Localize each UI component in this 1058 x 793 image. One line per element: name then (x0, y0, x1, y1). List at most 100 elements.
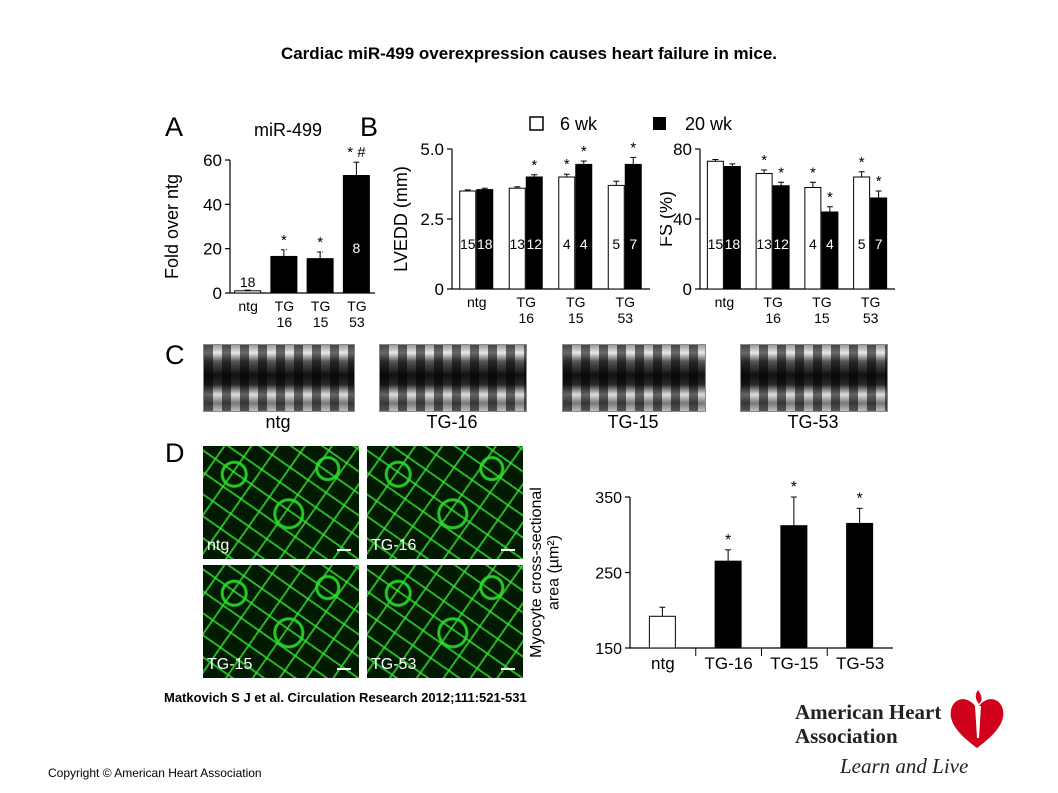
bar (234, 290, 262, 294)
n-label: 5 (858, 236, 866, 252)
y-tick-label: 250 (595, 566, 622, 583)
bar (575, 163, 593, 290)
n-label: 12 (526, 236, 542, 252)
significance-mark: * (725, 532, 731, 549)
category-label: TG (275, 298, 294, 314)
significance-mark: * (857, 490, 863, 507)
bar (648, 615, 676, 649)
scale-bar (337, 549, 351, 551)
micrograph-label-tg15: TG-15 (207, 656, 253, 673)
y-axis-label: LVEDD (mm) (391, 166, 411, 272)
y-tick-label: 40 (203, 195, 222, 214)
bar (306, 258, 334, 294)
significance-mark: * (630, 139, 636, 156)
category-label: ntg (651, 654, 675, 673)
chart-d-myocyte-area: 150 250 350 Myocyte cross-sectional area (µm… (528, 479, 893, 673)
category-label: 16 (518, 310, 534, 326)
legend: 6 wk 20 wk (529, 114, 733, 134)
y-axis-label: Myocyte cross-sectional (528, 487, 545, 658)
y-tick-label: 20 (203, 240, 222, 259)
significance-mark: * (531, 157, 537, 174)
n-label: 13 (756, 236, 772, 252)
logo-tagline: Learn and Live (840, 754, 969, 778)
bar (755, 173, 773, 290)
category-label: 53 (863, 310, 879, 326)
significance-mark: * (581, 143, 587, 160)
bar (476, 189, 494, 290)
y-tick-label: 60 (203, 151, 222, 170)
micrograph-tg15: TG-15 (203, 565, 359, 678)
significance-mark: * (778, 164, 784, 181)
n-label: 4 (563, 236, 571, 252)
y-tick-label: 40 (673, 210, 692, 229)
micrograph-tg53: TG-53 (367, 565, 523, 678)
category-label: TG-15 (770, 654, 818, 673)
legend-filled-label: 20 wk (685, 114, 733, 134)
bar (558, 176, 576, 290)
n-label: 15 (708, 236, 724, 252)
y-tick-label: 5.0 (420, 140, 444, 159)
significance-mark: * (317, 234, 323, 251)
echo-image-tg53 (740, 344, 888, 412)
scale-bar (501, 549, 515, 551)
n-label: 13 (509, 236, 525, 252)
y-axis-label: Fold over ntg (162, 174, 182, 279)
bar (853, 176, 871, 290)
category-label: TG (616, 294, 635, 310)
bar (846, 522, 874, 649)
legend-open-swatch (529, 116, 544, 131)
category-label: TG-16 (705, 654, 753, 673)
significance-mark: * (827, 189, 833, 206)
echo-label-tg15: TG-15 (607, 412, 659, 432)
category-label: ntg (715, 294, 734, 310)
y-tick-label: 350 (595, 490, 622, 507)
aha-logo: American Heart Association Learn and Liv… (795, 690, 1015, 780)
category-label: 16 (765, 310, 781, 326)
logo-line-2: Association (795, 724, 898, 748)
y-tick-label: 0 (683, 280, 692, 299)
echo-image-ntg (203, 344, 355, 412)
bar (525, 176, 543, 290)
logo-line-1: American Heart (795, 700, 942, 724)
bar (270, 255, 298, 294)
micrograph-ntg: ntg (203, 446, 359, 559)
bar (723, 166, 741, 290)
scale-bar (337, 668, 351, 670)
scale-bar (501, 668, 515, 670)
significance-mark: * (281, 232, 287, 249)
copyright: Copyright © American Heart Association (48, 766, 262, 780)
y-tick-label: 0 (213, 284, 222, 303)
category-label: TG (861, 294, 880, 310)
legend-open-label: 6 wk (560, 114, 598, 134)
category-label: ntg (238, 298, 257, 314)
category-label: TG-53 (836, 654, 884, 673)
echo-label-tg53: TG-53 (787, 412, 839, 432)
legend-filled-swatch (653, 117, 666, 130)
micrograph-tg16: TG-16 (367, 446, 523, 559)
bar (780, 525, 808, 649)
category-label: 53 (349, 314, 365, 330)
category-label: TG (812, 294, 831, 310)
y-tick-label: 0 (435, 280, 444, 299)
category-label: 15 (313, 314, 329, 330)
n-label: 4 (826, 236, 834, 252)
echo-image-tg15 (562, 344, 706, 412)
category-label: TG (311, 298, 330, 314)
n-label: 4 (809, 236, 817, 252)
category-label: TG (347, 298, 366, 314)
significance-mark: * (564, 156, 570, 173)
panel-letter-c: C (165, 340, 185, 370)
n-label: 8 (352, 240, 360, 256)
y-axis-label: FS (%) (660, 191, 676, 247)
heart-torch-icon (950, 690, 1004, 748)
category-label: 53 (617, 310, 633, 326)
y-tick-label: 80 (673, 140, 692, 159)
citation: Matkovich S J et al. Circulation Researc… (164, 690, 527, 705)
n-label: 10 (276, 240, 292, 256)
significance-mark: * (876, 173, 882, 190)
n-label: 7 (629, 236, 637, 252)
y-tick-label: 2.5 (420, 210, 444, 229)
